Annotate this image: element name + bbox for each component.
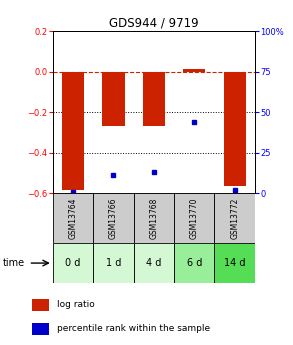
Bar <box>32 299 49 311</box>
Text: 0 d: 0 d <box>65 258 81 268</box>
Bar <box>143 71 165 126</box>
Text: GSM13764: GSM13764 <box>69 197 77 239</box>
Text: 1 d: 1 d <box>106 258 121 268</box>
Bar <box>102 71 125 126</box>
Text: GSM13766: GSM13766 <box>109 197 118 239</box>
Text: 4 d: 4 d <box>146 258 161 268</box>
Bar <box>134 243 174 283</box>
Text: GSM13770: GSM13770 <box>190 197 199 239</box>
Text: log ratio: log ratio <box>57 300 94 309</box>
Text: GSM13772: GSM13772 <box>230 198 239 239</box>
Bar <box>224 71 246 186</box>
Bar <box>93 193 134 243</box>
Text: 6 d: 6 d <box>187 258 202 268</box>
Bar <box>93 243 134 283</box>
Bar <box>32 323 49 335</box>
Bar <box>214 193 255 243</box>
Text: time: time <box>2 258 24 268</box>
Bar <box>214 243 255 283</box>
Bar <box>183 69 205 71</box>
Bar <box>174 243 214 283</box>
Text: 14 d: 14 d <box>224 258 246 268</box>
Bar <box>62 71 84 190</box>
Bar <box>174 193 214 243</box>
Text: percentile rank within the sample: percentile rank within the sample <box>57 325 210 334</box>
Bar <box>53 243 93 283</box>
Bar <box>53 193 93 243</box>
Bar <box>134 193 174 243</box>
Title: GDS944 / 9719: GDS944 / 9719 <box>109 17 199 30</box>
Text: GSM13768: GSM13768 <box>149 198 158 239</box>
